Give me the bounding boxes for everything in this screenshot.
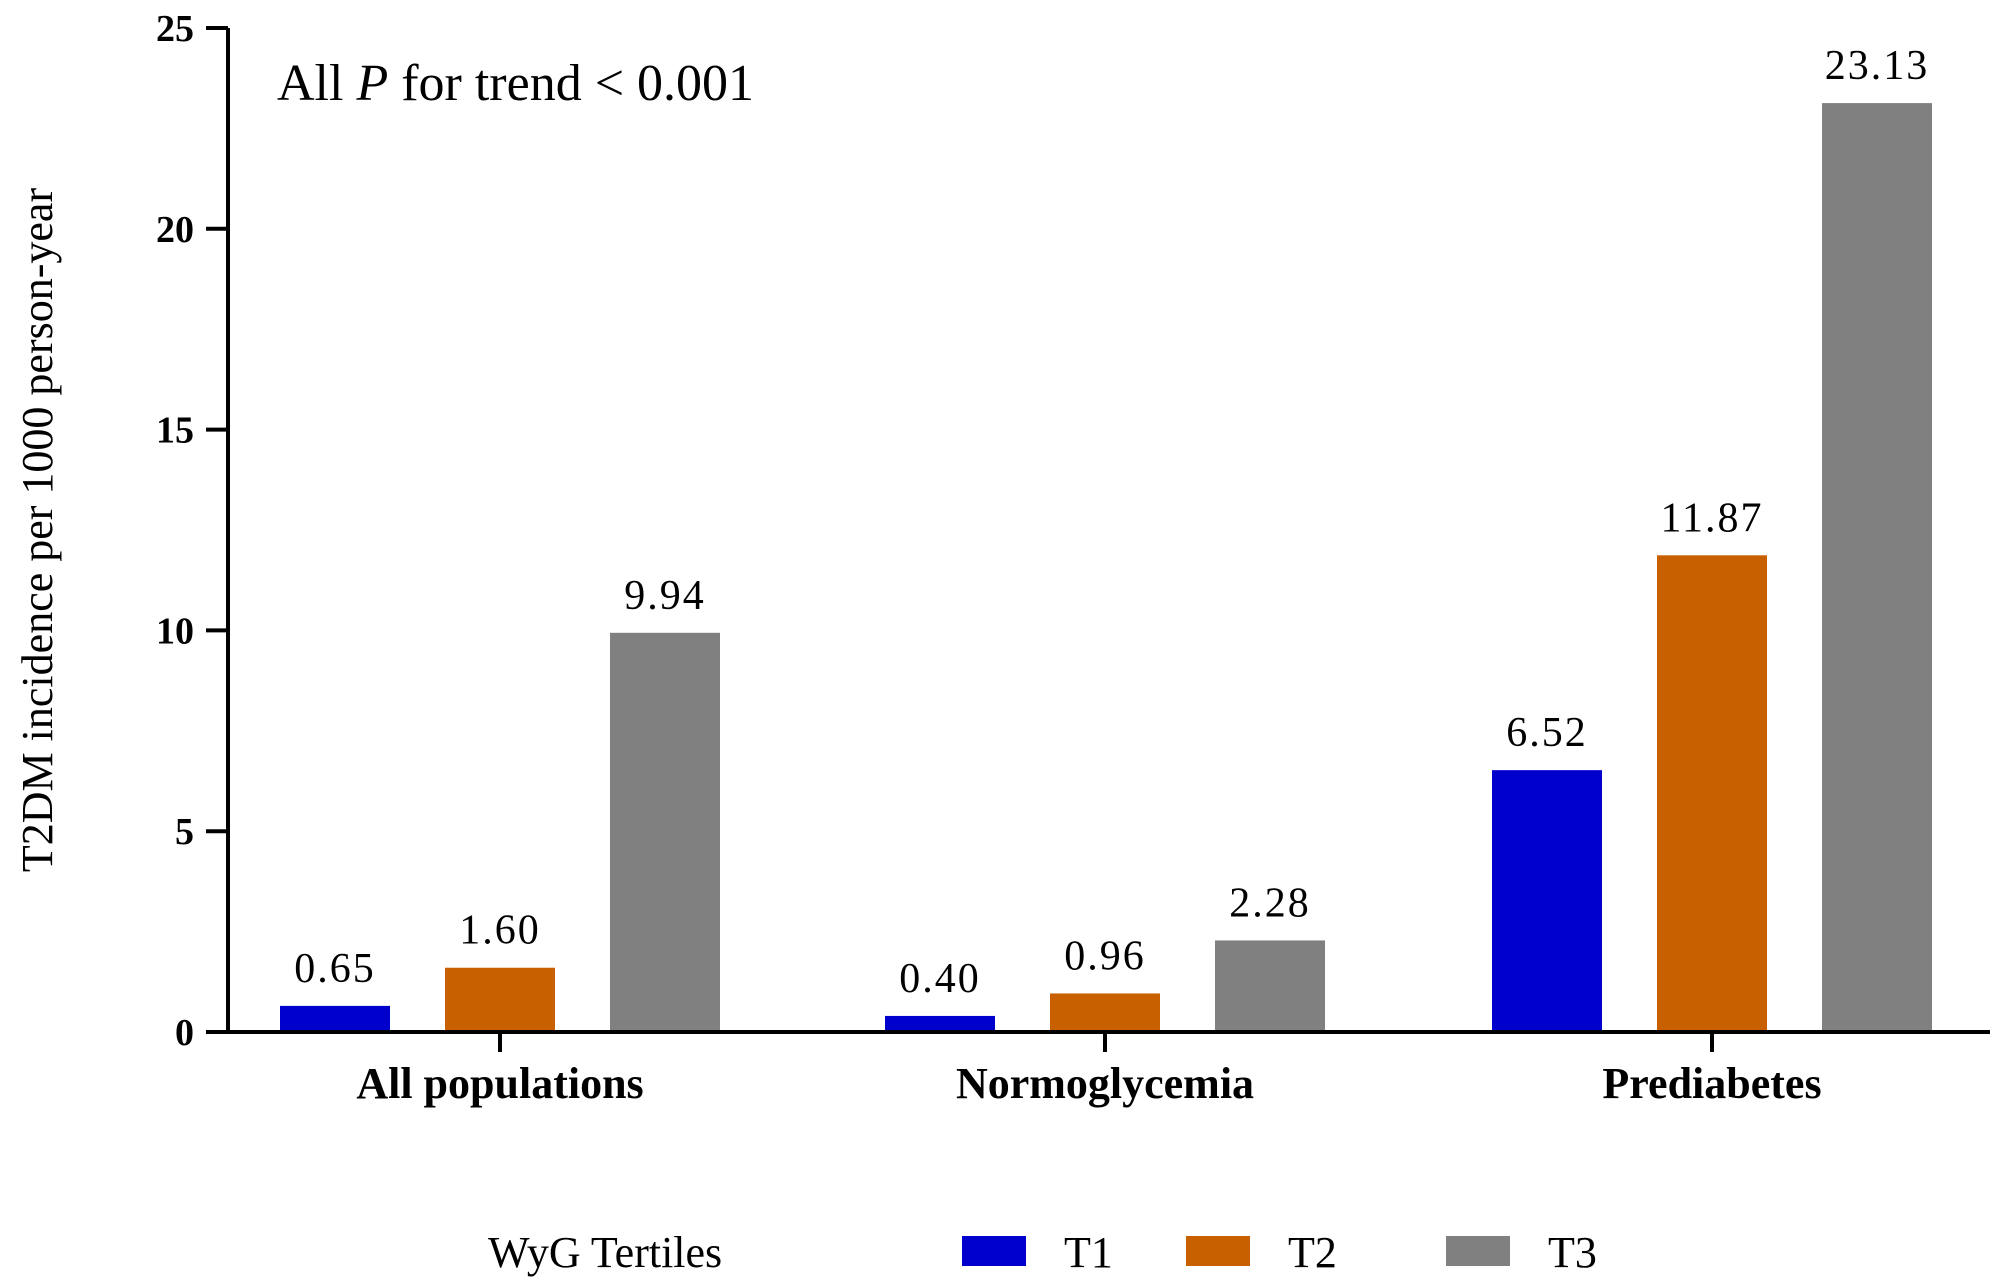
bars <box>280 103 1932 1033</box>
legend-label-t1: T1 <box>1064 1228 1113 1277</box>
bar-value-label: 0.96 <box>1064 933 1146 979</box>
bar-t2-all-populations <box>445 967 555 1032</box>
annotation-prefix: All <box>277 55 356 112</box>
y-axis-title: T2DM incidence per 1000 person-year <box>13 188 62 873</box>
legend-label-t3: T3 <box>1548 1228 1597 1277</box>
legend-label-t2: T2 <box>1288 1228 1337 1277</box>
annotation-suffix: for trend < 0.001 <box>388 55 754 112</box>
bar-value-label: 23.13 <box>1825 43 1930 89</box>
y-tick-label: 15 <box>156 410 194 452</box>
bar-value-label: 2.28 <box>1229 880 1311 926</box>
legend: WyG Tertiles T1 T2 T3 <box>488 1228 1597 1277</box>
bar-t1-prediabetes <box>1492 770 1602 1032</box>
x-axis-categories: All populations Normoglycemia Prediabetes <box>356 1032 1822 1108</box>
bar-t1-normoglycemia <box>885 1015 995 1032</box>
bar-t3-all-populations <box>610 632 720 1032</box>
y-tick-label: 5 <box>175 811 194 853</box>
legend-swatch-t1 <box>962 1236 1026 1266</box>
trend-annotation: All P for trend < 0.001 <box>277 55 754 112</box>
legend-swatch-t2 <box>1186 1236 1250 1266</box>
bar-value-label: 0.65 <box>294 946 376 992</box>
bar-t2-normoglycemia <box>1050 993 1160 1032</box>
bar-value-label: 1.60 <box>459 908 541 954</box>
y-tick-label: 0 <box>175 1012 194 1054</box>
legend-title: WyG Tertiles <box>488 1228 722 1277</box>
y-tick-label: 10 <box>156 610 194 652</box>
bar-t3-normoglycemia <box>1215 940 1325 1032</box>
bar-t2-prediabetes <box>1657 555 1767 1032</box>
y-axis-ticks: 0 5 10 15 20 25 <box>156 8 228 1054</box>
legend-swatch-t3 <box>1446 1236 1510 1266</box>
bar-value-label: 11.87 <box>1661 495 1764 541</box>
bar-value-label: 9.94 <box>624 573 706 619</box>
bar-t3-prediabetes <box>1822 103 1932 1033</box>
value-labels: 0.65 1.60 9.94 0.40 0.96 2.28 6.52 11.87 23.13 <box>294 43 1930 1002</box>
annotation-p: P <box>355 55 388 112</box>
bar-t1-all-populations <box>280 1005 390 1032</box>
bar-value-label: 0.40 <box>899 956 981 1002</box>
y-tick-label: 20 <box>156 209 194 251</box>
x-category-label: Normoglycemia <box>956 1059 1254 1108</box>
bar-value-label: 6.52 <box>1506 710 1588 756</box>
x-category-label: Prediabetes <box>1602 1059 1821 1108</box>
y-tick-label: 25 <box>156 8 194 50</box>
x-category-label: All populations <box>356 1059 643 1108</box>
